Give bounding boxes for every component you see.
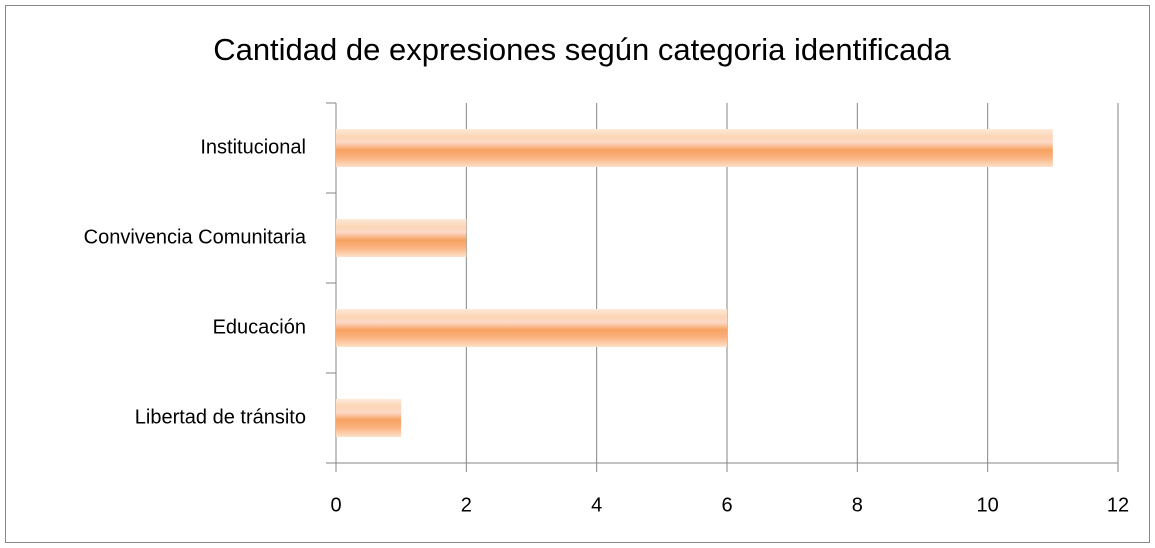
y-tick-label: Institucional <box>200 136 306 158</box>
x-tick-label: 8 <box>852 494 863 516</box>
x-tick-label: 6 <box>721 494 732 516</box>
chart-frame <box>5 5 1150 543</box>
chart-title: Cantidad de expresiones según categoria … <box>213 32 951 67</box>
bar <box>336 219 467 257</box>
y-tick-label: Libertad de tránsito <box>135 406 306 428</box>
x-tick-label: 10 <box>977 494 999 516</box>
y-tick-label: Educación <box>213 316 306 338</box>
bar <box>336 399 402 437</box>
x-tick-label: 0 <box>330 494 341 516</box>
y-tick-label: Convivencia Comunitaria <box>84 226 307 248</box>
bar <box>336 309 727 347</box>
bar <box>336 129 1053 167</box>
x-tick-label: 2 <box>461 494 472 516</box>
x-tick-label: 4 <box>591 494 602 516</box>
x-tick-label: 12 <box>1107 494 1129 516</box>
